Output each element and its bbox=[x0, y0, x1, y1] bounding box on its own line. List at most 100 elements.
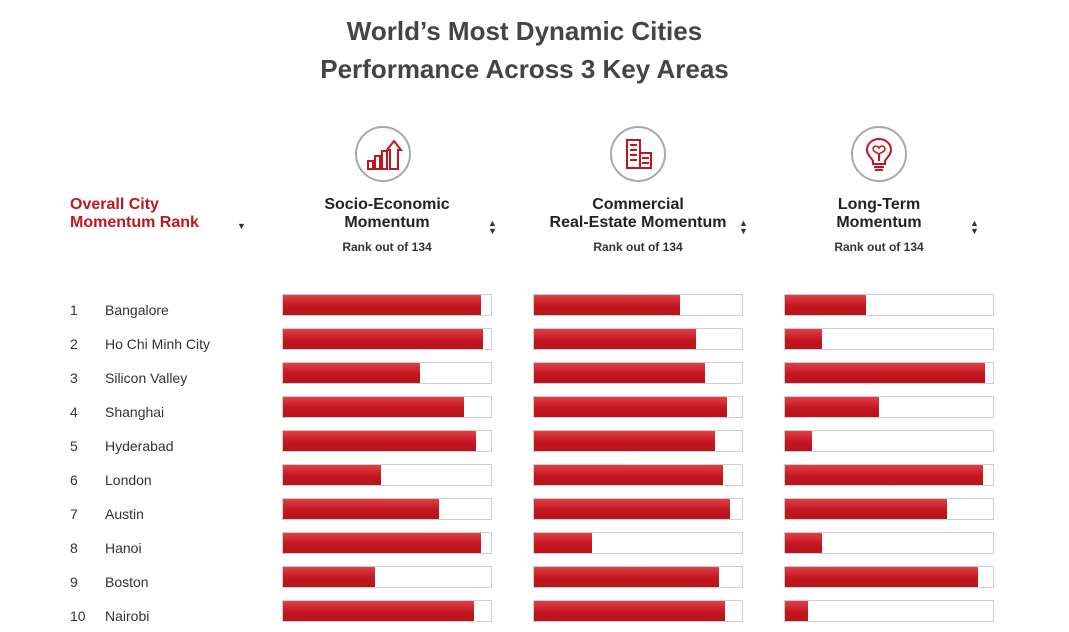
bar-track-commercial bbox=[533, 430, 743, 452]
bar-track-commercial bbox=[533, 396, 743, 418]
bar-track-longterm bbox=[784, 362, 994, 384]
bar-socio[interactable] bbox=[283, 465, 381, 485]
city-name: Bangalore bbox=[105, 302, 169, 318]
sort-desc-icon-rank[interactable]: ▼ bbox=[237, 221, 246, 231]
bar-longterm[interactable] bbox=[785, 567, 978, 587]
bar-socio[interactable] bbox=[283, 363, 420, 383]
bar-socio[interactable] bbox=[283, 499, 439, 519]
bar-track-longterm bbox=[784, 396, 994, 418]
bar-socio[interactable] bbox=[283, 533, 481, 553]
bar-track-socio bbox=[282, 396, 492, 418]
bar-commercial[interactable] bbox=[534, 499, 730, 519]
bar-commercial[interactable] bbox=[534, 465, 723, 485]
bar-track-socio bbox=[282, 600, 492, 622]
city-rank-number: 8 bbox=[70, 540, 78, 556]
bar-longterm[interactable] bbox=[785, 397, 879, 417]
bar-longterm[interactable] bbox=[785, 601, 808, 621]
bar-commercial[interactable] bbox=[534, 533, 592, 553]
bar-socio[interactable] bbox=[283, 397, 464, 417]
long-term-header[interactable]: Long-Term Momentum bbox=[759, 196, 999, 232]
bar-socio[interactable] bbox=[283, 601, 474, 621]
bar-longterm[interactable] bbox=[785, 499, 947, 519]
bar-longterm[interactable] bbox=[785, 363, 985, 383]
city-rank-number: 1 bbox=[70, 302, 78, 318]
city-rank-number: 5 bbox=[70, 438, 78, 454]
bar-track-longterm bbox=[784, 498, 994, 520]
bar-socio[interactable] bbox=[283, 567, 375, 587]
bar-commercial[interactable] bbox=[534, 601, 725, 621]
commercial-header-line-2: Real-Estate Momentum bbox=[549, 214, 727, 231]
bar-track-commercial bbox=[533, 600, 743, 622]
bar-track-socio bbox=[282, 362, 492, 384]
longterm-sublabel: Rank out of 134 bbox=[834, 240, 924, 254]
overall-rank-header[interactable]: Overall City Momentum Rank bbox=[70, 196, 199, 232]
sort-icon-socio[interactable]: ▲ ▼ bbox=[488, 218, 497, 236]
city-rank-number: 3 bbox=[70, 370, 78, 386]
bar-longterm[interactable] bbox=[785, 295, 866, 315]
bar-commercial[interactable] bbox=[534, 363, 705, 383]
bar-longterm[interactable] bbox=[785, 431, 812, 451]
bar-track-commercial bbox=[533, 498, 743, 520]
city-rank-number: 9 bbox=[70, 574, 78, 590]
bar-track-longterm bbox=[784, 464, 994, 486]
socio-economic-header[interactable]: Socio-Economic Momentum bbox=[267, 196, 507, 232]
commercial-header[interactable]: Commercial Real-Estate Momentum bbox=[518, 196, 758, 232]
bar-longterm[interactable] bbox=[785, 533, 822, 553]
bar-socio[interactable] bbox=[283, 295, 481, 315]
chart-title: World’s Most Dynamic Cities bbox=[346, 16, 703, 46]
city-name: Ho Chi Minh City bbox=[105, 336, 211, 352]
city-name: Austin bbox=[105, 506, 144, 522]
chart-subtitle: Performance Across 3 Key Areas bbox=[320, 54, 729, 84]
city-name: Nairobi bbox=[105, 608, 150, 624]
growth-chart-icon bbox=[355, 126, 411, 182]
commercial-sublabel: Rank out of 134 bbox=[593, 240, 683, 254]
bar-track-longterm bbox=[784, 294, 994, 316]
bar-track-commercial bbox=[533, 464, 743, 486]
bar-longterm[interactable] bbox=[785, 465, 983, 485]
city-name: Silicon Valley bbox=[105, 370, 188, 386]
bar-track-commercial bbox=[533, 294, 743, 316]
rank-header-line-1: Overall City bbox=[70, 196, 159, 213]
bar-track-commercial bbox=[533, 362, 743, 384]
bar-track-longterm bbox=[784, 566, 994, 588]
sort-icon-longterm[interactable]: ▲ ▼ bbox=[970, 218, 979, 236]
city-rank-number: 7 bbox=[70, 506, 78, 522]
bar-track-socio bbox=[282, 430, 492, 452]
bar-commercial[interactable] bbox=[534, 329, 696, 349]
city-rank-number: 4 bbox=[70, 404, 78, 420]
longterm-header-line-2: Momentum bbox=[836, 214, 922, 231]
socio-sublabel: Rank out of 134 bbox=[342, 240, 432, 254]
city-rank-number: 2 bbox=[70, 336, 78, 352]
city-name: London bbox=[105, 472, 152, 488]
bar-track-socio bbox=[282, 328, 492, 350]
bar-commercial[interactable] bbox=[534, 431, 715, 451]
longterm-header-line-1: Long-Term bbox=[837, 196, 921, 213]
city-name: Hyderabad bbox=[105, 438, 174, 454]
lightbulb-brain-icon bbox=[851, 126, 907, 182]
rank-header-line-2: Momentum Rank bbox=[70, 214, 199, 231]
bar-track-longterm bbox=[784, 328, 994, 350]
bar-track-socio bbox=[282, 294, 492, 316]
sort-icon-commercial[interactable]: ▲ ▼ bbox=[739, 218, 748, 236]
city-rank-number: 6 bbox=[70, 472, 78, 488]
socio-header-line-2: Momentum bbox=[344, 214, 430, 231]
city-name: Boston bbox=[105, 574, 149, 590]
buildings-icon bbox=[610, 126, 666, 182]
bar-track-socio bbox=[282, 464, 492, 486]
bar-socio[interactable] bbox=[283, 329, 483, 349]
bar-track-socio bbox=[282, 532, 492, 554]
socio-header-line-1: Socio-Economic bbox=[324, 196, 450, 213]
bar-commercial[interactable] bbox=[534, 567, 719, 587]
city-name: Hanoi bbox=[105, 540, 142, 556]
city-name: Shanghai bbox=[105, 404, 165, 420]
commercial-header-line-1: Commercial bbox=[592, 196, 684, 213]
bar-track-commercial bbox=[533, 566, 743, 588]
bar-track-socio bbox=[282, 498, 492, 520]
bar-commercial[interactable] bbox=[534, 295, 680, 315]
bar-commercial[interactable] bbox=[534, 397, 727, 417]
bar-longterm[interactable] bbox=[785, 329, 822, 349]
bar-track-longterm bbox=[784, 600, 994, 622]
city-rank-number: 10 bbox=[70, 608, 86, 624]
bar-socio[interactable] bbox=[283, 431, 476, 451]
bar-track-socio bbox=[282, 566, 492, 588]
